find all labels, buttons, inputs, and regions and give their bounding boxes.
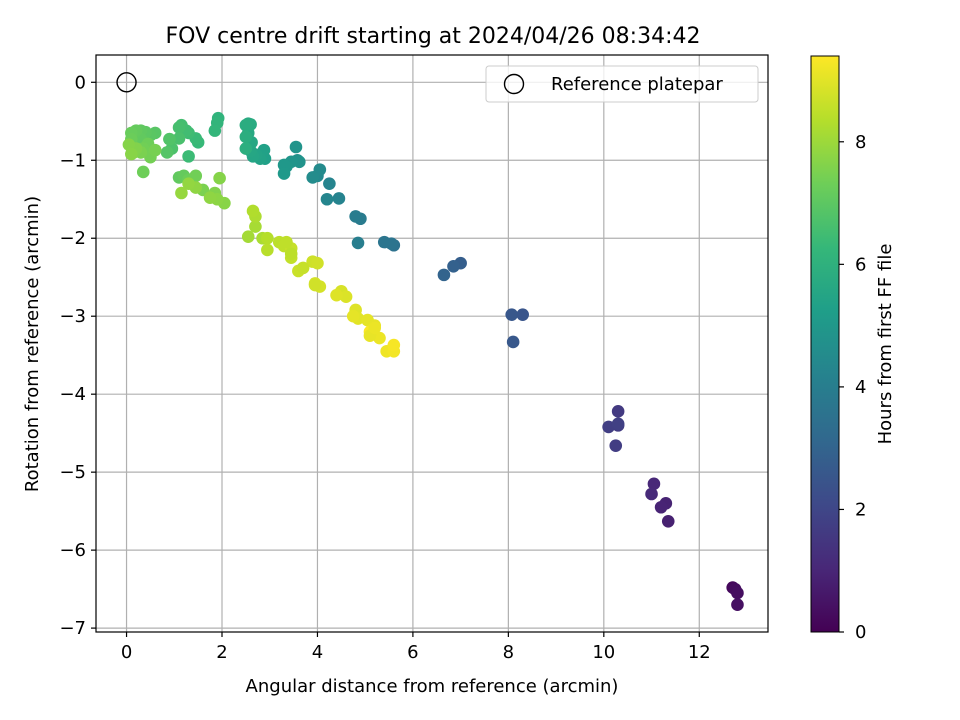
data-point bbox=[160, 146, 174, 159]
data-point bbox=[661, 514, 675, 528]
legend: Reference platepar bbox=[485, 65, 759, 103]
data-point bbox=[647, 477, 661, 491]
data-point bbox=[136, 165, 150, 179]
data-point bbox=[296, 261, 310, 275]
data-point bbox=[387, 338, 401, 352]
x-tick-label: 6 bbox=[407, 642, 418, 663]
data-point bbox=[182, 150, 195, 163]
data-point bbox=[241, 230, 255, 243]
data-point bbox=[654, 500, 668, 514]
data-point bbox=[306, 171, 319, 184]
x-axis-ticks: 0 2 4 6 8 10 12 bbox=[121, 632, 711, 663]
data-point bbox=[731, 598, 744, 612]
colorbar bbox=[810, 55, 840, 633]
data-point bbox=[320, 192, 334, 206]
data-point bbox=[346, 309, 360, 323]
data-point bbox=[447, 260, 460, 273]
y-axis-label: Rotation from reference (arcmin) bbox=[22, 196, 43, 492]
data-point bbox=[213, 171, 226, 185]
data-point bbox=[125, 147, 138, 161]
data-point bbox=[289, 140, 303, 154]
grid-lines bbox=[96, 55, 768, 632]
data-point bbox=[261, 243, 274, 257]
colorbar-tick-label: 6 bbox=[855, 254, 866, 275]
plot-frame bbox=[95, 54, 769, 633]
data-point bbox=[239, 118, 253, 132]
data-point bbox=[373, 331, 386, 345]
data-point bbox=[332, 192, 346, 205]
colorbar-tick-label: 4 bbox=[855, 377, 866, 398]
reference-marker-layer bbox=[116, 72, 137, 93]
y-tick-label: −5 bbox=[59, 462, 86, 483]
x-tick-label: 10 bbox=[592, 642, 615, 663]
colorbar-label: Hours from first FF file bbox=[875, 244, 896, 445]
data-point bbox=[351, 236, 365, 250]
colorbar-tick-label: 2 bbox=[855, 499, 866, 520]
data-point bbox=[239, 130, 253, 144]
y-tick-label: −3 bbox=[59, 306, 86, 327]
data-point bbox=[172, 132, 186, 145]
data-point bbox=[339, 290, 353, 304]
x-tick-label: 8 bbox=[503, 642, 514, 663]
data-point bbox=[330, 288, 343, 302]
legend-box bbox=[485, 65, 759, 103]
chart-title: FOV centre drift starting at 2024/04/26 … bbox=[166, 24, 701, 49]
data-point bbox=[148, 143, 162, 157]
data-point bbox=[277, 167, 291, 180]
data-point bbox=[203, 191, 217, 204]
data-point bbox=[261, 231, 274, 245]
data-point bbox=[246, 204, 260, 218]
data-point bbox=[163, 132, 176, 146]
y-tick-label: −2 bbox=[59, 228, 86, 249]
data-point bbox=[602, 420, 615, 434]
x-tick-label: 4 bbox=[312, 642, 323, 663]
y-tick-label: −7 bbox=[59, 618, 86, 639]
colorbar-ticks: 0 2 4 6 8 bbox=[839, 132, 866, 643]
data-point bbox=[516, 308, 529, 321]
data-point bbox=[175, 186, 188, 200]
y-tick-label: −1 bbox=[59, 150, 86, 171]
y-tick-label: 0 bbox=[75, 72, 86, 93]
x-axis-label: Angular distance from reference (arcmin) bbox=[246, 676, 619, 697]
y-axis-ticks: 0 −1 −2 −3 −4 −5 −6 −7 bbox=[59, 72, 96, 639]
colorbar-tick-label: 0 bbox=[855, 622, 866, 643]
data-point bbox=[182, 177, 195, 190]
legend-marker-icon bbox=[503, 73, 525, 95]
data-point bbox=[506, 335, 520, 349]
scatter-points bbox=[122, 111, 744, 612]
data-point bbox=[280, 235, 293, 249]
data-point bbox=[308, 278, 322, 292]
colorbar-tick-label: 8 bbox=[855, 132, 866, 153]
data-point bbox=[172, 121, 186, 134]
x-tick-label: 12 bbox=[688, 642, 711, 663]
data-point bbox=[611, 405, 625, 418]
data-point bbox=[311, 256, 324, 270]
data-point bbox=[368, 321, 382, 335]
data-point bbox=[611, 417, 625, 431]
legend-label: Reference platepar bbox=[551, 74, 723, 95]
data-point bbox=[437, 268, 451, 282]
data-point bbox=[239, 142, 253, 155]
data-point bbox=[349, 210, 362, 223]
data-point bbox=[731, 586, 744, 600]
x-tick-label: 0 bbox=[121, 642, 132, 663]
data-point bbox=[645, 487, 658, 501]
y-tick-label: −4 bbox=[59, 384, 86, 405]
y-tick-label: −6 bbox=[59, 540, 86, 561]
data-point bbox=[505, 308, 519, 321]
data-point bbox=[284, 247, 298, 261]
data-point bbox=[208, 124, 222, 137]
data-point bbox=[609, 439, 623, 452]
reference-platepar-marker bbox=[116, 72, 137, 93]
data-point bbox=[249, 220, 262, 233]
data-point bbox=[377, 235, 391, 249]
data-point bbox=[323, 177, 336, 190]
x-tick-label: 2 bbox=[216, 642, 227, 663]
